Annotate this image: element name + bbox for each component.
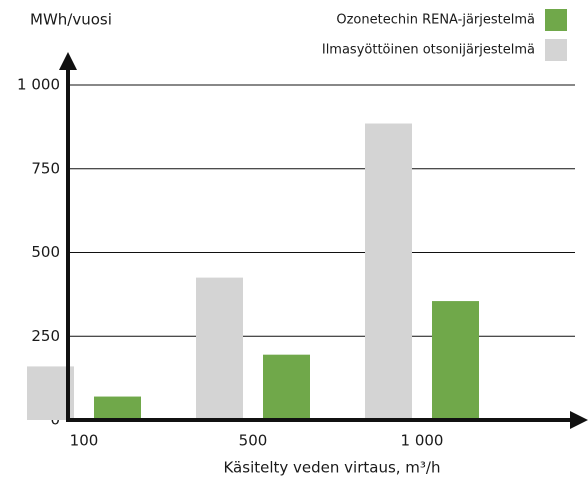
- bar: [196, 277, 243, 420]
- y-tick-label: 750: [31, 159, 60, 177]
- y-axis-title: MWh/vuosi: [30, 11, 112, 29]
- legend-swatch: [545, 39, 567, 61]
- bar: [263, 354, 310, 420]
- x-axis-arrow: [570, 411, 588, 429]
- x-tick-label: 1 000: [401, 432, 444, 450]
- y-axis-arrow: [59, 52, 77, 70]
- y-tick-label: 1 000: [17, 76, 60, 94]
- bar: [365, 123, 412, 421]
- bar: [432, 301, 479, 420]
- legend-swatch: [545, 9, 567, 31]
- y-tick-label: 500: [31, 243, 60, 261]
- bar: [94, 396, 141, 420]
- x-tick-label: 100: [70, 432, 99, 450]
- y-tick-label: 250: [31, 327, 60, 345]
- x-axis-title: Käsitelty veden virtaus, m³/h: [223, 459, 440, 477]
- legend-label: Ozonetechin RENA-järjestelmä: [336, 13, 535, 28]
- x-tick-label: 500: [239, 432, 268, 450]
- legend-label: Ilmasyöttöinen otsonijärjestelmä: [322, 43, 535, 58]
